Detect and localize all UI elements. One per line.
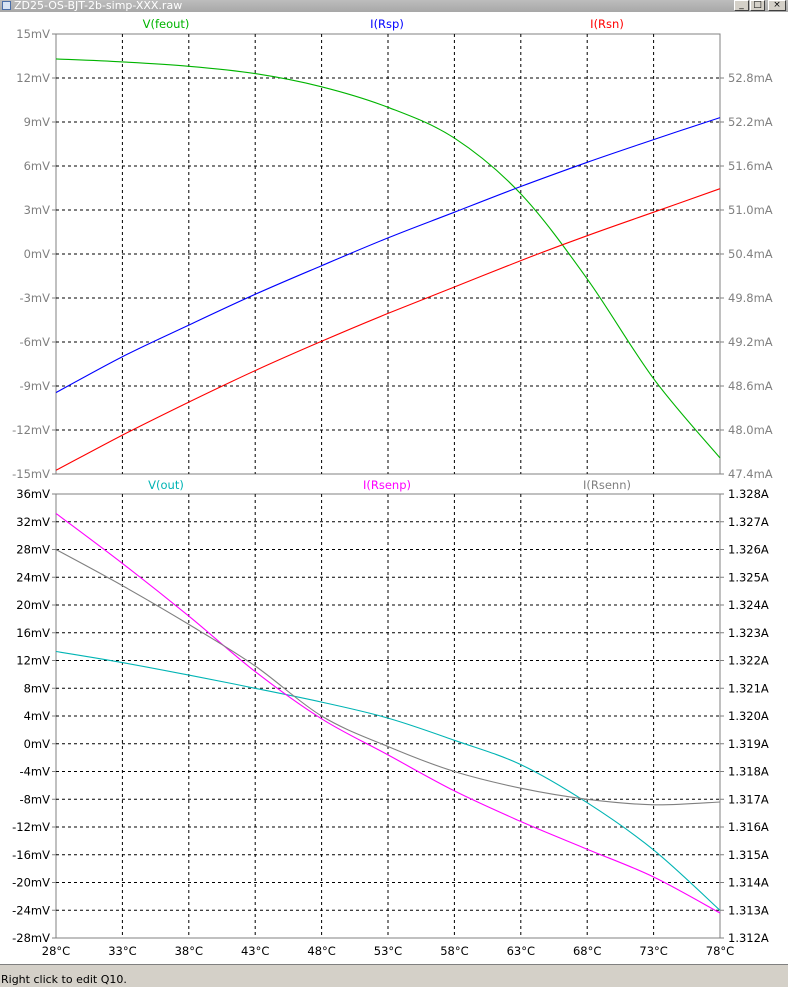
right-tick-label: 1.325A: [728, 570, 769, 584]
maximize-button[interactable]: □: [750, 0, 765, 11]
right-tick-label: 1.317A: [728, 792, 769, 806]
left-tick-label: -12mV: [12, 820, 50, 834]
trace-label-v-feout: V(feout): [143, 17, 190, 31]
right-tick-label: 1.319A: [728, 737, 769, 751]
right-tick-label: 1.313A: [728, 903, 769, 917]
x-tick-label: 28°C: [42, 944, 70, 958]
x-tick-label: 68°C: [573, 944, 601, 958]
left-tick-label: 32mV: [16, 515, 50, 529]
left-tick-label: 12mV: [16, 71, 50, 85]
left-tick-label: -24mV: [12, 903, 50, 917]
trace-label-i-rsp: I(Rsp): [370, 17, 404, 31]
left-tick-label: -6mV: [19, 335, 50, 349]
left-tick-label: 0mV: [24, 247, 51, 261]
left-tick-label: -9mV: [19, 379, 50, 393]
right-tick-label: 48.6mA: [728, 379, 773, 393]
left-tick-label: 4mV: [24, 709, 51, 723]
window-title: ZD25-OS-BJT-2b-simp-XXX.raw: [14, 0, 183, 12]
right-tick-label: 49.8mA: [728, 291, 773, 305]
trace-v-out: [55, 650, 721, 911]
left-tick-label: -16mV: [12, 848, 50, 862]
right-tick-label: 1.323A: [728, 626, 769, 640]
trace-i-rsn: [55, 188, 721, 471]
right-tick-label: 1.315A: [728, 848, 769, 862]
minimize-button[interactable]: _: [734, 0, 749, 11]
left-tick-label: 20mV: [16, 598, 50, 612]
right-tick-label: 1.326A: [728, 543, 769, 557]
right-tick-label: 1.318A: [728, 765, 769, 779]
trace-i-rsp: [55, 117, 721, 394]
left-tick-label: 3mV: [24, 203, 51, 217]
waveform-plot-area[interactable]: 15mV 12mV 9mV 6mV 3mV 0mV -3mV -6mV -9mV -12mV -15…: [0, 12, 788, 964]
left-tick-label: 16mV: [16, 626, 50, 640]
right-tick-label: 51.0mA: [728, 203, 773, 217]
right-tick-label: 51.6mA: [728, 159, 773, 173]
trace-label-i-rsenp: I(Rsenp): [363, 478, 411, 492]
trace-v-feout: [55, 58, 721, 459]
x-tick-label: 63°C: [507, 944, 535, 958]
right-tick-label: 1.321A: [728, 681, 769, 695]
left-tick-label: 9mV: [24, 115, 51, 129]
trace-label-i-rsenn: I(Rsenn): [583, 478, 631, 492]
left-tick-label: -3mV: [19, 291, 50, 305]
trace-label-i-rsn: I(Rsn): [590, 17, 624, 31]
right-tick-label: 1.312A: [728, 931, 769, 945]
close-button[interactable]: ×: [768, 0, 786, 11]
waveform-chart: 15mV 12mV 9mV 6mV 3mV 0mV -3mV -6mV -9mV -12mV -15…: [12, 17, 773, 958]
waveform-app-icon: [2, 1, 11, 10]
left-tick-label: 0mV: [24, 737, 51, 751]
left-tick-label: 28mV: [16, 543, 50, 557]
right-tick-label: 49.2mA: [728, 335, 773, 349]
right-tick-label: 1.327A: [728, 515, 769, 529]
x-tick-label: 58°C: [440, 944, 468, 958]
x-tick-label: 53°C: [374, 944, 402, 958]
left-tick-label: -12mV: [12, 423, 50, 437]
right-tick-label: 52.2mA: [728, 115, 773, 129]
right-tick-label: 1.320A: [728, 709, 769, 723]
status-text: Right click to edit Q10.: [1, 973, 127, 986]
left-tick-label: 36mV: [16, 487, 50, 501]
right-tick-label: 50.4mA: [728, 247, 773, 261]
x-tick-label: 48°C: [307, 944, 335, 958]
right-tick-label: 1.316A: [728, 820, 769, 834]
x-tick-label: 78°C: [706, 944, 734, 958]
left-tick-label: 8mV: [24, 681, 51, 695]
right-tick-label: 52.8mA: [728, 71, 773, 85]
right-tick-label: 1.322A: [728, 654, 769, 668]
left-tick-label: -8mV: [19, 792, 50, 806]
x-tick-label: 33°C: [108, 944, 136, 958]
status-bar: Right click to edit Q10.: [0, 964, 788, 987]
trace-i-rsenn: [55, 549, 721, 806]
trace-i-rsenp: [55, 512, 721, 914]
right-tick-label: 48.0mA: [728, 423, 773, 437]
left-tick-label: 12mV: [16, 654, 50, 668]
right-tick-label: 47.4mA: [728, 467, 773, 481]
left-tick-label: -15mV: [12, 467, 50, 481]
right-tick-label: 1.314A: [728, 876, 769, 890]
left-tick-label: -20mV: [12, 876, 50, 890]
left-tick-label: 6mV: [24, 159, 51, 173]
right-tick-label: 1.328A: [728, 487, 769, 501]
trace-label-v-out: V(out): [148, 478, 184, 492]
left-tick-label: 15mV: [16, 27, 50, 41]
left-tick-label: -28mV: [12, 931, 50, 945]
left-tick-label: 24mV: [16, 570, 50, 584]
x-tick-label: 73°C: [639, 944, 667, 958]
right-tick-label: 1.324A: [728, 598, 769, 612]
x-tick-label: 38°C: [175, 944, 203, 958]
left-tick-label: -4mV: [19, 765, 50, 779]
x-tick-label: 43°C: [241, 944, 269, 958]
